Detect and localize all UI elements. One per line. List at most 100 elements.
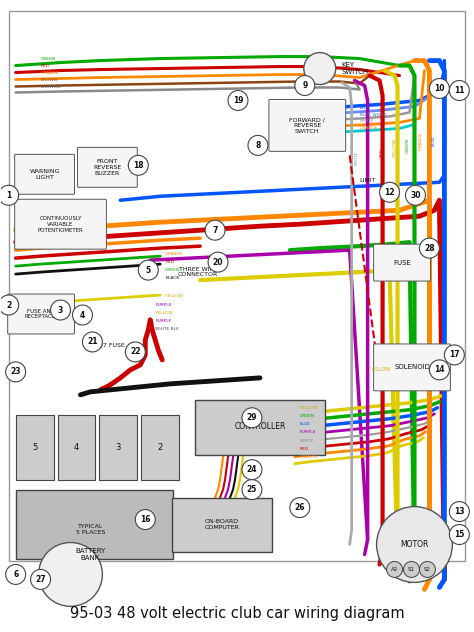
Text: YELLOW: YELLOW [300,406,318,410]
Circle shape [449,80,469,100]
Text: 5: 5 [146,265,151,274]
Circle shape [0,185,18,205]
Text: YELLOW: YELLOW [155,311,173,315]
Text: 8: 8 [255,141,261,150]
Text: S2: S2 [424,567,431,572]
Text: RED: RED [165,260,174,264]
Text: GREEN: GREEN [165,268,180,272]
Text: PURPLE: PURPLE [300,430,316,434]
Circle shape [242,459,262,480]
Circle shape [128,155,148,175]
Text: 22: 22 [130,348,141,356]
Text: 95-03 48 volt electric club car wiring diagram: 95-03 48 volt electric club car wiring d… [70,606,404,621]
Text: BLUE: BLUE [360,106,371,111]
Text: 2: 2 [157,443,163,453]
Text: ORANGE: ORANGE [300,454,319,459]
Circle shape [304,52,336,85]
Circle shape [248,135,268,155]
Circle shape [429,360,449,380]
Text: BLUE: BLUE [300,422,311,426]
Text: 15: 15 [454,530,465,539]
Circle shape [429,78,449,99]
Text: WHITE: WHITE [300,439,314,443]
Text: A2: A2 [391,567,398,572]
Text: BLACK: BLACK [165,276,179,280]
Text: 29: 29 [246,413,257,422]
Circle shape [405,185,426,205]
Text: 25: 25 [247,485,257,494]
Circle shape [31,569,51,590]
Text: WHITE: WHITE [360,119,374,123]
Text: ORANGE: ORANGE [165,252,184,256]
FancyBboxPatch shape [77,147,137,187]
FancyBboxPatch shape [15,154,74,194]
Bar [16,490,173,559]
Text: PURPLE: PURPLE [155,303,172,307]
Text: 17: 17 [449,350,460,360]
Circle shape [419,561,436,578]
Text: ORANGE: ORANGE [419,131,422,150]
Text: 26: 26 [294,503,305,512]
Text: BLUE WHITE: BLUE WHITE [360,113,386,118]
Text: TYPICAL
5 PLACES: TYPICAL 5 PLACES [76,524,105,535]
FancyBboxPatch shape [374,244,430,281]
Circle shape [445,345,465,365]
Circle shape [380,182,400,202]
Circle shape [0,295,18,315]
Text: 18: 18 [133,161,144,170]
Circle shape [290,497,310,518]
Circle shape [208,252,228,272]
Circle shape [73,305,92,325]
Text: BROWN: BROWN [41,78,57,82]
Text: PURPLE: PURPLE [366,148,371,164]
Circle shape [242,408,262,428]
Bar [16,415,54,480]
FancyBboxPatch shape [374,344,450,391]
Text: FUSE: FUSE [393,260,411,265]
Circle shape [242,480,262,499]
Text: KEY
SWITCH: KEY SWITCH [342,62,369,75]
Text: 16: 16 [140,515,151,524]
Text: 30: 30 [410,191,421,200]
Text: FRONT
REVERSE
BUZZER: FRONT REVERSE BUZZER [93,159,121,176]
Text: WHITE BLK: WHITE BLK [155,327,179,331]
Text: SHOW/BK: SHOW/BK [41,85,62,88]
Text: WHITE: WHITE [355,151,359,166]
Text: 24: 24 [246,465,257,474]
Bar [172,497,272,552]
Bar [195,400,325,454]
Text: 1: 1 [6,191,11,200]
Bar [57,415,95,480]
Bar [9,11,465,561]
Text: LIMIT: LIMIT [360,178,376,183]
Circle shape [135,509,155,530]
Text: FUSE AND
RECEPTACLE: FUSE AND RECEPTACLE [24,308,58,319]
Text: RED: RED [380,148,383,157]
Text: 2: 2 [6,301,11,310]
Text: 5: 5 [32,443,37,453]
Text: CONTROLLER: CONTROLLER [234,422,286,431]
Bar [141,415,179,480]
Circle shape [376,507,452,583]
Bar [100,415,137,480]
Text: MOTOR: MOTOR [400,540,428,549]
Text: GREEN: GREEN [405,138,410,153]
Text: 10: 10 [434,84,445,93]
Circle shape [295,76,315,95]
Text: CONTINUOUSLY
VARIABLE
POTENTIOMETER: CONTINUOUSLY VARIABLE POTENTIOMETER [37,216,83,233]
Text: 13: 13 [454,507,465,516]
Text: 6: 6 [13,570,18,579]
Text: S1: S1 [408,567,415,572]
Text: 20: 20 [213,258,223,267]
Text: RED: RED [41,64,50,68]
Text: RED: RED [300,447,309,451]
Circle shape [205,220,225,240]
Text: SOLENOID: SOLENOID [394,365,430,370]
Text: FORWARD /
REVERSE
SWITCH: FORWARD / REVERSE SWITCH [289,117,325,134]
Circle shape [403,561,419,578]
Text: 3: 3 [116,443,121,453]
Text: ON-BOARD
COMPUTER: ON-BOARD COMPUTER [205,519,239,530]
Circle shape [6,362,26,382]
Circle shape [38,542,102,606]
Circle shape [6,564,26,585]
